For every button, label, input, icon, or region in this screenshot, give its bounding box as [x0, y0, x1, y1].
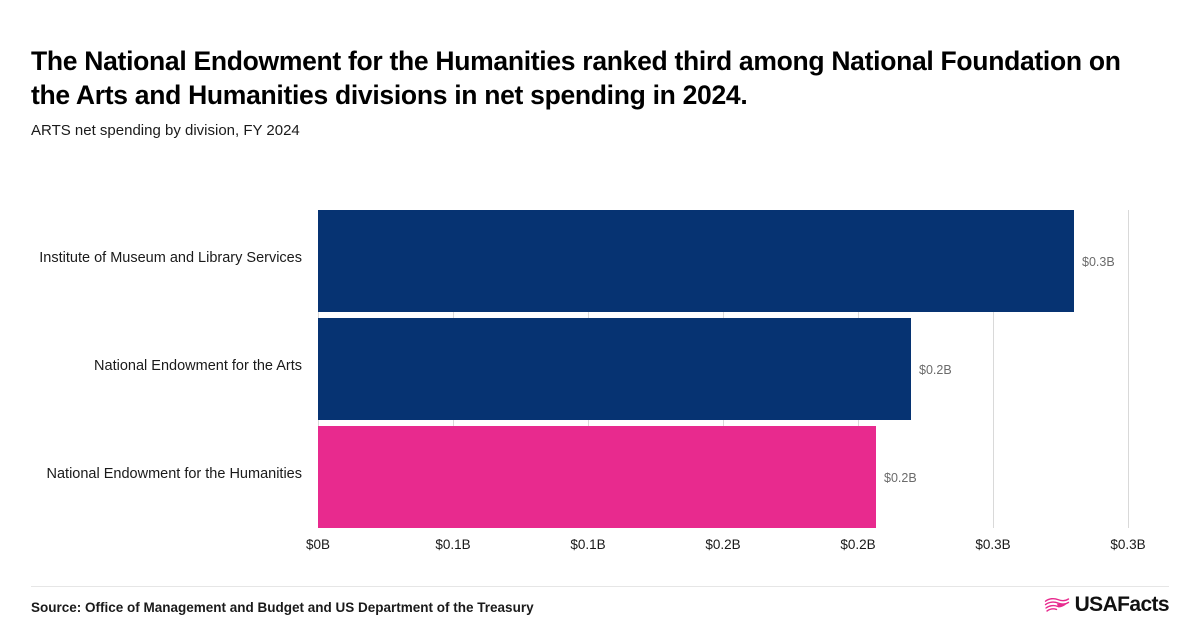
- usafacts-wordmark: USAFacts: [1074, 593, 1170, 616]
- gridline-6: [1128, 210, 1129, 528]
- bar-value-label-1: $0.2B: [919, 363, 952, 377]
- page-title: The National Endowment for the Humanitie…: [31, 46, 1121, 110]
- usafacts-flag-icon: [1044, 597, 1069, 612]
- footer-divider: [31, 586, 1169, 587]
- y-axis-label-1: National Endowment for the Arts: [94, 358, 302, 374]
- usafacts-logo[interactable]: USAFacts: [1044, 593, 1170, 616]
- chart-header: The National Endowment for the Humanitie…: [31, 44, 1161, 141]
- y-axis-label-2: National Endowment for the Humanities: [46, 466, 303, 482]
- bar-national-endowment-for-the-arts[interactable]: [318, 318, 911, 420]
- x-axis: $0B $0.1B $0.1B $0.2B $0.2B $0.3B $0.3B: [0, 537, 1200, 563]
- x-axis-tick-0: $0B: [305, 537, 331, 552]
- source-note: Source: Office of Management and Budget …: [31, 600, 534, 615]
- y-axis-category-labels: Institute of Museum and Library Services…: [0, 195, 302, 528]
- bar-institute-of-museum-and-library-services[interactable]: [318, 210, 1074, 312]
- x-axis-tick-5: $0.3B: [975, 537, 1011, 552]
- bar-value-label-0: $0.3B: [1082, 255, 1115, 269]
- x-axis-tick-3: $0.2B: [705, 537, 741, 552]
- x-axis-tick-4: $0.2B: [840, 537, 876, 552]
- y-axis-label-0: Institute of Museum and Library Services: [39, 250, 302, 266]
- x-axis-tick-2: $0.1B: [570, 537, 606, 552]
- bar-value-label-2: $0.2B: [884, 471, 917, 485]
- x-axis-tick-1: $0.1B: [435, 537, 471, 552]
- chart-plot-wrapper: Institute of Museum and Library Services…: [0, 195, 1200, 555]
- gridline-5: [993, 210, 994, 528]
- plot-area: $0.3B $0.2B $0.2B: [318, 195, 1129, 528]
- bar-national-endowment-for-the-humanities[interactable]: [318, 426, 876, 528]
- chart-subtitle: ARTS net spending by division, FY 2024: [31, 122, 300, 139]
- x-axis-tick-6: $0.3B: [1110, 537, 1146, 552]
- chart-footer: Source: Office of Management and Budget …: [0, 586, 1200, 628]
